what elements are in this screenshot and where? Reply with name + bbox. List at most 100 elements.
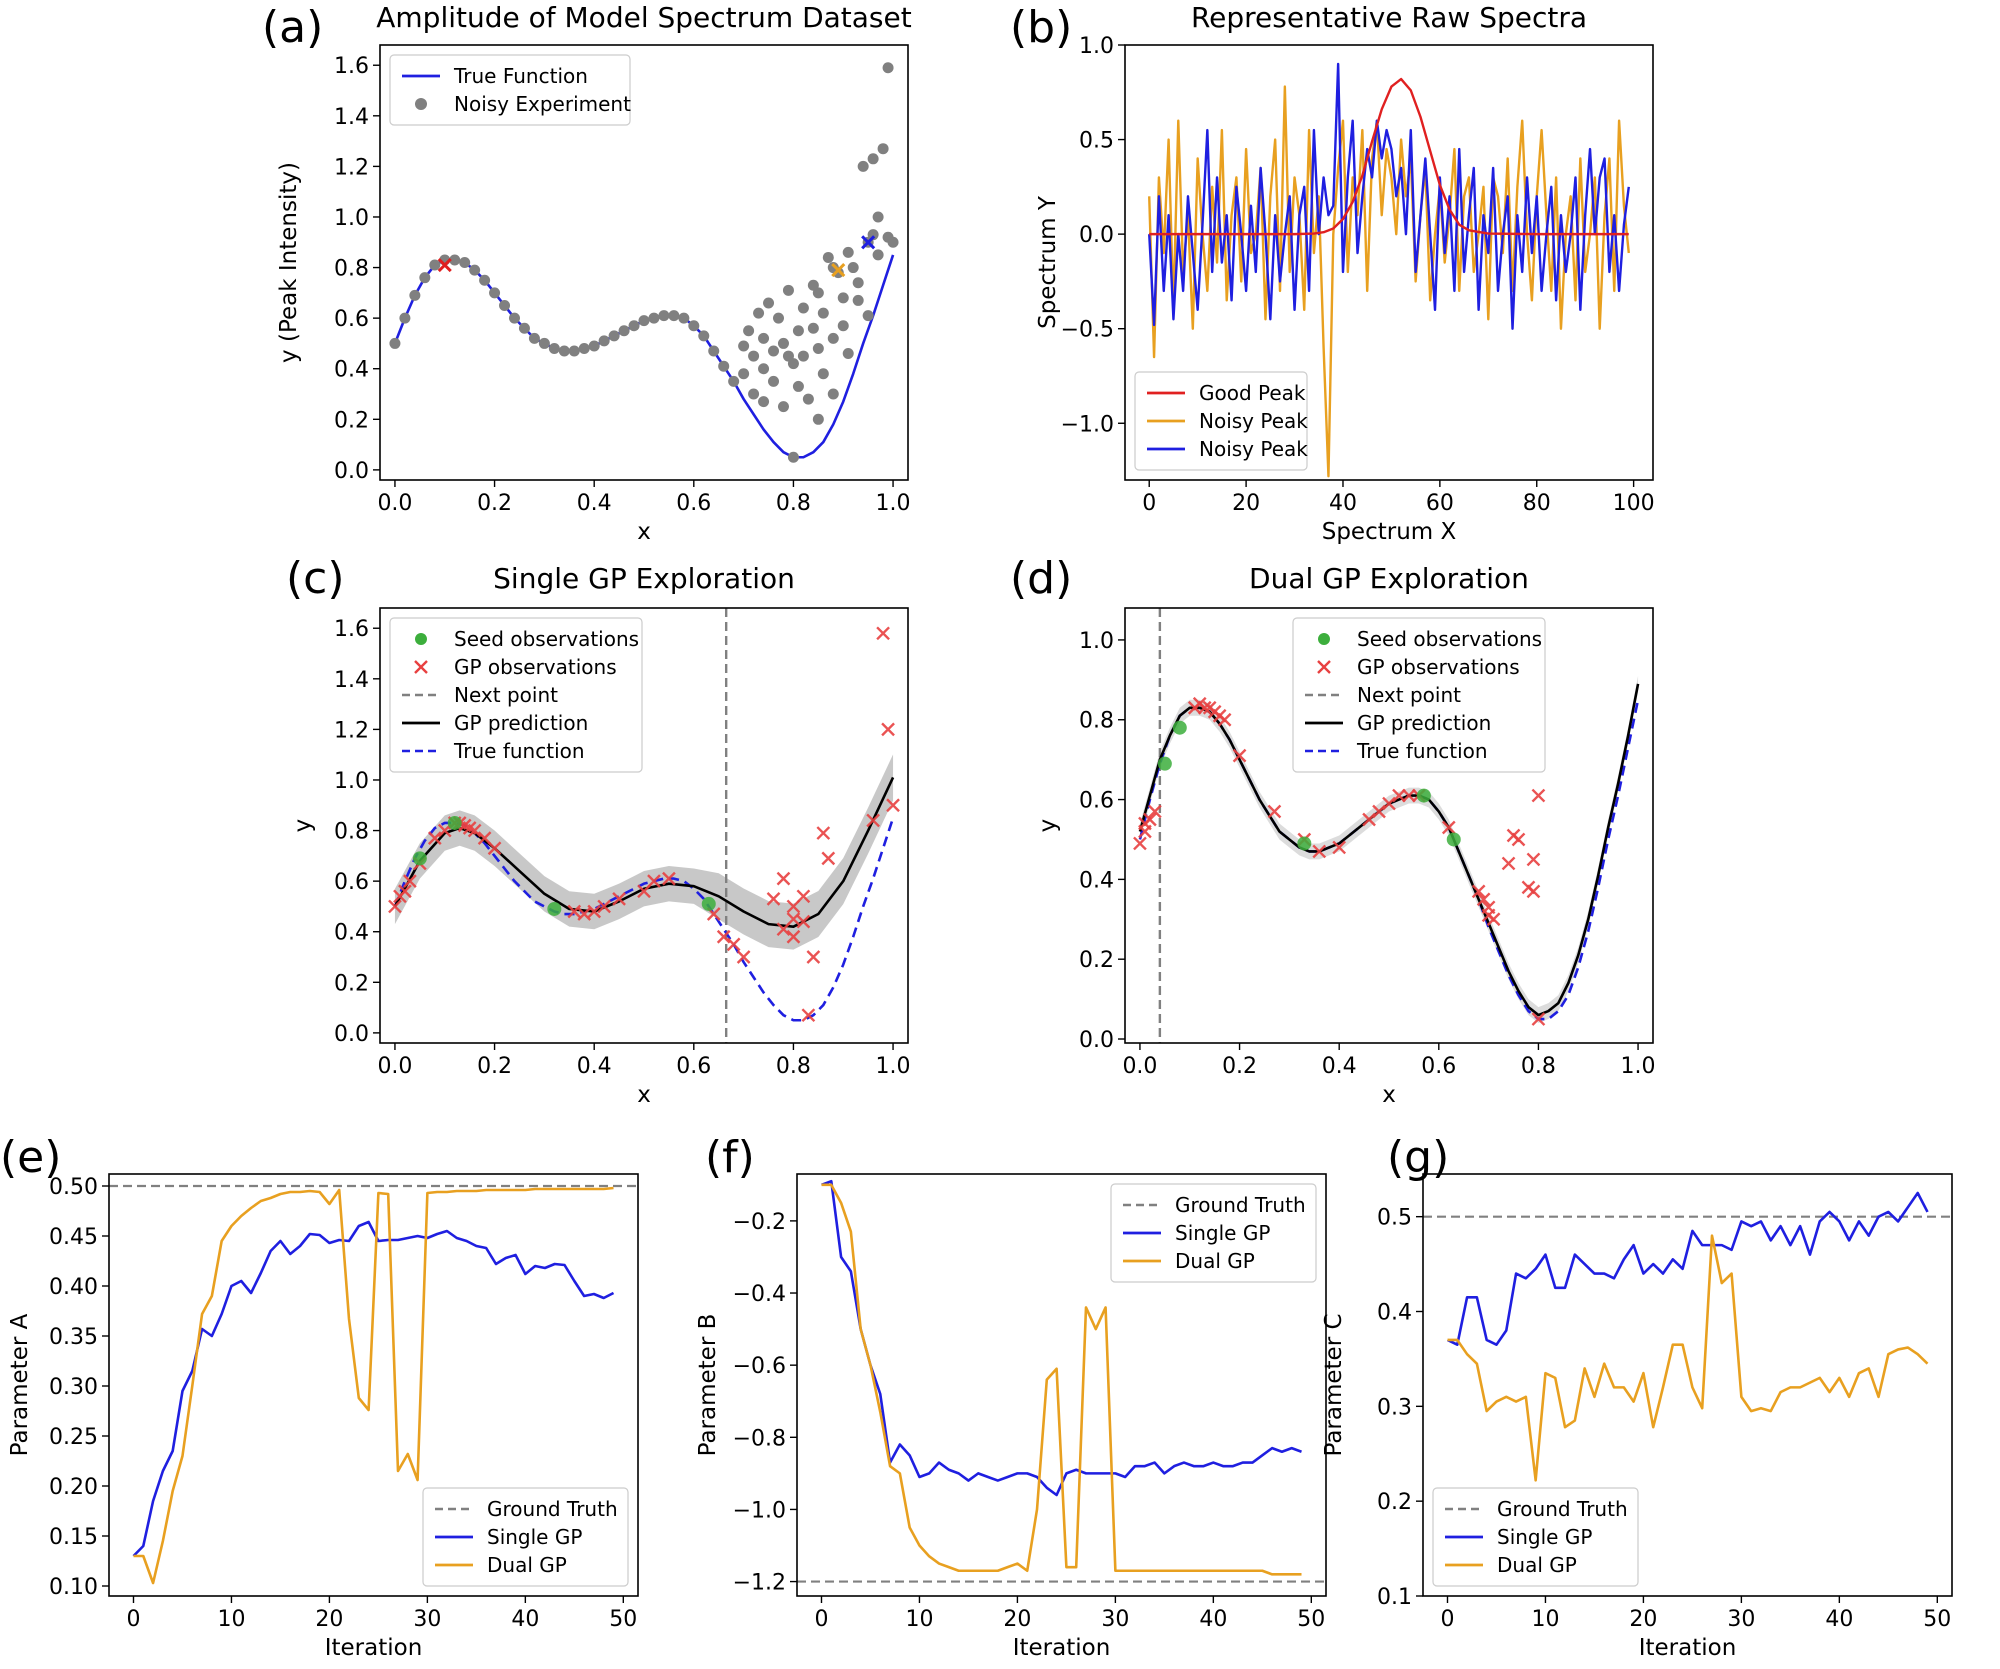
legend-swatch-dot <box>415 633 427 645</box>
data-point <box>518 322 530 334</box>
y-tick-label: 0.0 <box>1079 223 1114 248</box>
y-tick-label: 0.30 <box>49 1375 98 1400</box>
data-point <box>708 345 720 357</box>
data-point <box>812 413 824 425</box>
gp-observation <box>577 907 592 921</box>
data-point <box>758 363 770 375</box>
chart-panel-e: (e) 0 10 20 30 40 50 0.10 0.15 0.20 0.25 0.30 0.35 0.… <box>0 1132 639 1661</box>
y-tick-label: −0.8 <box>733 1426 786 1451</box>
data-point <box>827 332 839 344</box>
data-point <box>648 312 660 324</box>
series-line <box>1447 1234 1929 1482</box>
legend-label: Next point <box>1357 683 1461 707</box>
y-tick-label: 0.6 <box>334 870 369 895</box>
gp-observation <box>1232 748 1247 763</box>
gp-observation <box>806 950 821 964</box>
y-axis-label: Parameter C <box>1321 1313 1347 1456</box>
data-point <box>548 342 560 354</box>
x-tick-label: 100 <box>1613 491 1655 516</box>
y-tick-label: 0.6 <box>1079 789 1114 814</box>
x-tick-label: 30 <box>1101 1607 1129 1632</box>
legend-label: Next point <box>454 683 558 707</box>
x-tick-label: 1.0 <box>876 1054 911 1079</box>
data-point <box>867 153 879 165</box>
gp-observation <box>477 831 492 845</box>
gp-observation <box>776 922 791 937</box>
legend: Good Peak Noisy Peak Noisy Peak <box>1134 371 1308 471</box>
chart-panel-d: (d) Dual GP Exploration 0.0 0.2 0.4 0.6 0.8 1.0… <box>1010 553 1656 1108</box>
x-tick-label: 80 <box>1523 491 1551 516</box>
x-tick-label: 0.8 <box>776 491 811 516</box>
legend-box <box>1432 1487 1639 1587</box>
y-tick-label: 1.6 <box>334 617 369 642</box>
data-point <box>753 307 765 319</box>
data-point <box>728 375 740 387</box>
gp-observation <box>403 874 417 888</box>
plot-frame <box>1124 607 1654 1044</box>
legend-box <box>1292 617 1546 773</box>
plot-area <box>1423 1191 1952 1482</box>
y-tick-label: 0.0 <box>334 1022 369 1047</box>
x-tick-label: 20 <box>315 1607 343 1632</box>
x-tick-label: 20 <box>1232 491 1260 516</box>
data-point <box>792 325 804 337</box>
x-tick-label: 30 <box>1727 1607 1755 1632</box>
y-tick-label: −0.5 <box>1061 318 1114 343</box>
gp-observation <box>427 831 442 845</box>
data-point <box>528 332 540 344</box>
y-tick-label: 0.1 <box>1377 1585 1412 1610</box>
data-point <box>872 211 884 223</box>
x-tick-label: 60 <box>1426 491 1454 516</box>
gp-observation <box>886 798 900 813</box>
y-tick-label: 0.3 <box>1377 1395 1412 1420</box>
y-tick-label: 0.10 <box>49 1575 98 1600</box>
data-point <box>469 264 481 276</box>
gp-observation <box>1197 700 1212 715</box>
y-tick-label: −1.2 <box>733 1571 786 1596</box>
y-tick-label: 1.6 <box>334 54 369 79</box>
y-tick-label: −0.4 <box>733 1282 786 1307</box>
data-point <box>877 143 889 155</box>
gp-observation <box>1476 892 1491 907</box>
x-tick-label: 40 <box>1329 491 1357 516</box>
panel-label: (f) <box>705 1132 755 1183</box>
panel-label: (d) <box>1010 553 1072 604</box>
data-point <box>412 851 427 866</box>
data-point <box>738 368 750 380</box>
data-point <box>578 342 590 354</box>
gp-observation <box>1143 812 1157 827</box>
x-tick-label: 50 <box>609 1607 637 1632</box>
data-point <box>588 340 600 352</box>
data-point <box>1157 756 1172 771</box>
y-tick-label: 0.4 <box>334 358 369 383</box>
gp-observation <box>1133 836 1147 851</box>
plot-frame <box>796 1173 1327 1597</box>
gp-observation <box>881 722 895 737</box>
data-point <box>668 310 680 322</box>
panel-label: (c) <box>286 553 345 604</box>
legend-label: Single GP <box>1175 1221 1270 1245</box>
data-point <box>698 330 710 342</box>
data-point <box>1297 836 1312 851</box>
plot-frame <box>1124 44 1654 481</box>
y-tick-label: 1.2 <box>334 155 369 180</box>
legend-label: Ground Truth <box>1175 1193 1306 1217</box>
legend-label: True Function <box>453 64 588 88</box>
plot-area <box>1148 62 1630 478</box>
gp-observation <box>1441 820 1456 835</box>
y-axis-label: y <box>1035 819 1061 833</box>
data-point <box>797 302 809 314</box>
gp-observation <box>786 899 801 914</box>
data-point <box>792 380 804 392</box>
legend-label: Single GP <box>1497 1525 1592 1549</box>
data-point <box>782 350 794 362</box>
plot-area <box>797 1179 1326 1583</box>
data-point <box>628 320 640 332</box>
gp-observation <box>776 871 791 886</box>
legend-label: Noisy Peak <box>1199 437 1308 461</box>
gp-observation <box>1402 788 1416 803</box>
gp-observation <box>388 899 402 914</box>
gp-observation <box>801 1008 816 1023</box>
gp-observation <box>786 912 801 926</box>
data-point <box>508 312 520 324</box>
